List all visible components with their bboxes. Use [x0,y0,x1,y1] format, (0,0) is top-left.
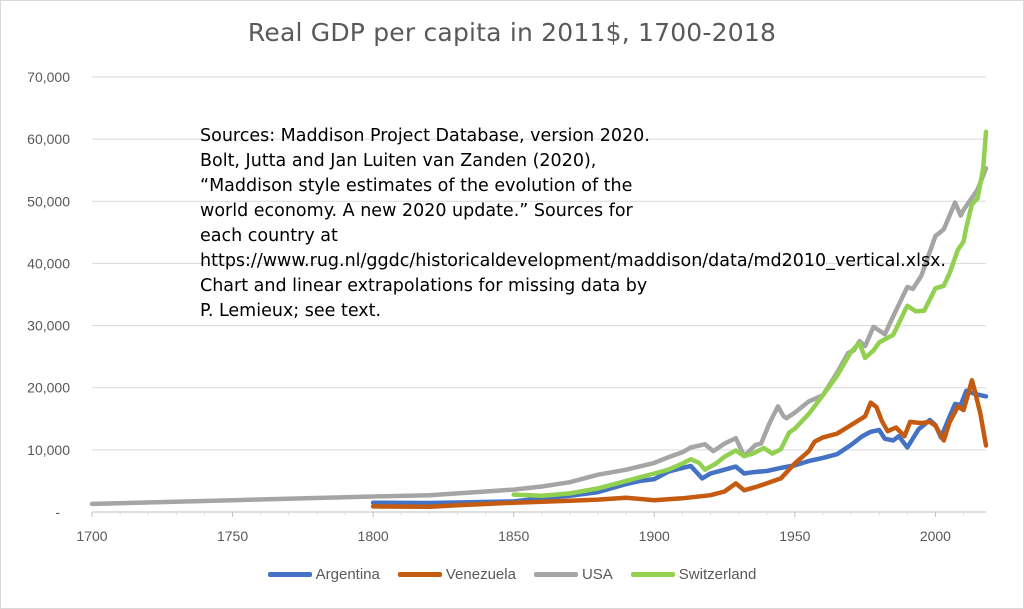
x-tick-label: 1850 [498,528,529,544]
y-tick-label: 30,000 [27,318,70,334]
y-tick-label: - [55,504,60,520]
x-tick-label: 1900 [639,528,670,544]
series-line-usa [89,166,989,507]
x-tick-label: 1700 [76,528,107,544]
y-tick-label: 60,000 [27,131,70,147]
legend-label: Argentina [315,566,380,583]
y-axis-tick-labels: - 10,000 20,000 30,000 40,000 50,000 60,000 70,… [27,69,70,520]
series-line-venezuela [370,378,989,509]
legend-item-argentina: Argentina [267,566,380,583]
y-tick-label: 20,000 [27,380,70,396]
y-tick-label: 40,000 [27,255,70,271]
series-lines [89,129,989,509]
chart-title: Real GDP per capita in 2011$, 1700-2018 [247,18,777,47]
legend-swatch [533,572,578,577]
legend-swatch [397,572,442,577]
y-tick-label: 70,000 [27,69,70,85]
x-tick-label: 2000 [920,528,951,544]
legend-item-switzerland: Switzerland [630,566,757,583]
grid-lines [91,76,986,517]
x-tick-label: 1750 [217,528,248,544]
y-tick-label: 10,000 [27,442,70,458]
legend-label: USA [581,566,613,583]
legend-item-venezuela: Venezuela [397,566,516,583]
series-line-switzerland [511,129,989,499]
x-tick-label: 1800 [358,528,389,544]
legend-swatch [267,572,312,577]
y-tick-label: 50,000 [27,193,70,209]
legend: Argentina Venezuela USA Switzerland [0,566,1024,583]
legend-item-usa: USA [533,566,613,583]
legend-label: Venezuela [445,566,516,583]
x-axis-tick-labels: 1700 1750 1800 1850 1900 1950 2000 [76,528,951,544]
source-annotation: Sources: Maddison Project Database, vers… [200,126,946,321]
series-line-argentina [370,388,989,506]
legend-label: Switzerland [678,566,757,583]
x-tick-label: 1950 [779,528,810,544]
legend-swatch [630,572,675,577]
